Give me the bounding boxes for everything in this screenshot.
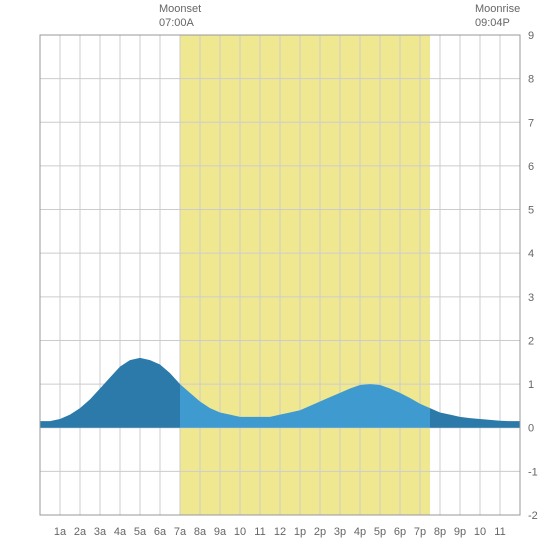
x-tick-label: 9p: [454, 526, 466, 538]
y-tick-label: 8: [528, 74, 534, 86]
x-tick-label: 11: [254, 526, 265, 538]
x-tick-label: 4p: [354, 526, 366, 538]
x-tick-label: 5p: [374, 526, 386, 538]
x-tick-label: 4a: [114, 526, 127, 538]
x-tick-label: 9a: [214, 526, 227, 538]
x-tick-label: 10: [474, 526, 486, 538]
x-tick-label: 2a: [74, 526, 87, 538]
x-tick-label: 11: [494, 526, 505, 538]
y-tick-label: -1: [528, 466, 538, 478]
top-label-time: 07:00A: [159, 16, 201, 30]
x-tick-label: 3p: [334, 526, 346, 538]
y-tick-label: 9: [528, 30, 534, 42]
x-tick-label: 12: [274, 526, 286, 538]
top-label-time: 09:04P: [475, 16, 520, 30]
y-tick-label: 2: [528, 335, 534, 347]
x-tick-label: 1a: [54, 526, 67, 538]
top-label-title: Moonrise: [475, 2, 520, 16]
tide-chart: -2-101234567891a2a3a4a5a6a7a8a9a1011121p…: [0, 0, 550, 550]
y-tick-label: 6: [528, 161, 534, 173]
x-tick-label: 3a: [94, 526, 107, 538]
x-tick-label: 1p: [294, 526, 306, 538]
x-tick-label: 6p: [394, 526, 406, 538]
y-tick-label: 0: [528, 423, 534, 435]
y-tick-label: 5: [528, 205, 534, 217]
x-tick-label: 7p: [414, 526, 426, 538]
x-tick-label: 6a: [154, 526, 167, 538]
daylight-band: [180, 35, 430, 515]
moonrise-label: Moonrise09:04P: [475, 2, 520, 31]
x-tick-label: 8p: [434, 526, 446, 538]
y-tick-label: 4: [528, 248, 534, 260]
y-tick-label: 3: [528, 292, 534, 304]
x-tick-label: 8a: [194, 526, 207, 538]
x-tick-label: 5a: [134, 526, 147, 538]
y-tick-label: 1: [528, 379, 534, 391]
moonset-label: Moonset07:00A: [159, 2, 201, 31]
y-tick-label: -2: [528, 510, 538, 522]
x-tick-label: 2p: [314, 526, 326, 538]
top-label-title: Moonset: [159, 2, 201, 16]
y-tick-label: 7: [528, 117, 534, 129]
chart-svg: -2-101234567891a2a3a4a5a6a7a8a9a1011121p…: [0, 0, 550, 550]
x-tick-label: 10: [234, 526, 246, 538]
x-tick-label: 7a: [174, 526, 187, 538]
